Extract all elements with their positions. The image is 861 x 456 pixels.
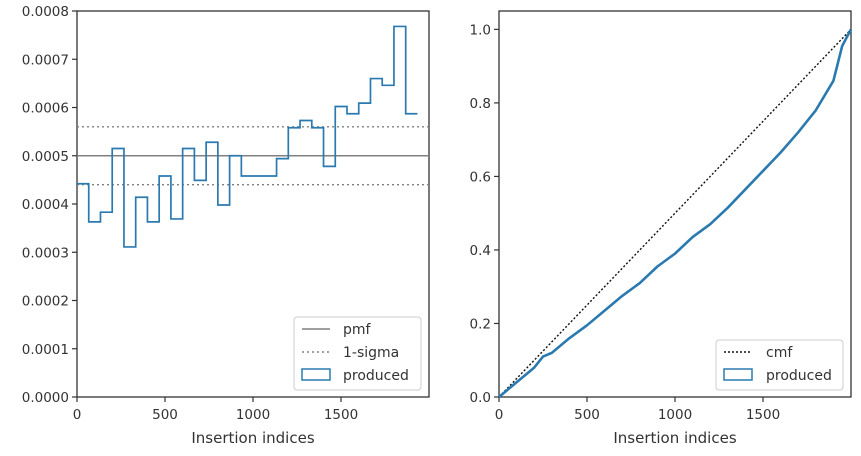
legend-sigma-label: 1-sigma xyxy=(343,345,399,361)
cmf-line xyxy=(498,28,852,398)
right-x-axis-title: Insertion indices xyxy=(613,429,736,447)
produced-cumulative-line xyxy=(498,28,853,398)
y-tick-label: 0.0001 xyxy=(22,342,69,358)
left-legend-box xyxy=(293,316,422,391)
y-tick-label: 0.0006 xyxy=(22,101,69,117)
y-tick-label: 0.0000 xyxy=(22,390,69,406)
legend-cmf-label: cmf xyxy=(766,345,793,361)
y-tick-label: 0.2 xyxy=(470,316,491,332)
right-legend-box xyxy=(715,339,844,391)
y-tick-label: 0.4 xyxy=(470,243,491,259)
x-tick-label: 1000 xyxy=(236,407,270,423)
produced-histogram xyxy=(77,25,418,248)
x-tick-label: 500 xyxy=(152,407,178,423)
left-reference-lines xyxy=(77,126,429,186)
y-tick-label: 0.0005 xyxy=(22,149,69,165)
left-legend: pmf 1-sigma produced xyxy=(293,316,422,391)
y-tick-label: 1.0 xyxy=(470,22,491,38)
y-tick-label: 0.0 xyxy=(470,390,491,406)
y-tick-label: 0.0007 xyxy=(22,52,69,68)
right-plot-frame xyxy=(498,10,852,398)
right-x-axis: 0 500 1000 1500 xyxy=(495,397,780,423)
y-tick-label: 0.8 xyxy=(470,96,491,112)
y-tick-label: 0.0004 xyxy=(22,197,69,213)
x-tick-label: 500 xyxy=(574,407,600,423)
left-panel: 0.0000 0.0001 0.0002 0.0003 0.0004 0.0005 0.00… xyxy=(22,4,430,447)
left-y-axis: 0.0000 0.0001 0.0002 0.0003 0.0004 0.0005 0.00… xyxy=(22,4,77,406)
right-y-axis: 0.0 0.2 0.4 0.6 0.8 1.0 xyxy=(470,22,499,406)
x-tick-label: 1500 xyxy=(324,407,358,423)
legend-produced-swatch xyxy=(301,368,331,381)
x-tick-label: 0 xyxy=(495,407,504,423)
x-tick-label: 1500 xyxy=(746,407,780,423)
y-tick-label: 0.0002 xyxy=(22,294,69,310)
legend-produced-label: produced xyxy=(343,368,409,384)
right-panel: 0.0 0.2 0.4 0.6 0.8 1.0 0 500 1000 1500 Insertio… xyxy=(470,10,853,447)
right-series xyxy=(498,28,853,398)
left-series xyxy=(77,25,418,248)
left-x-axis-title: Insertion indices xyxy=(191,429,314,447)
left-x-axis: 0 500 1000 1500 xyxy=(73,397,358,423)
y-tick-label: 0.6 xyxy=(470,169,491,185)
y-tick-label: 0.0008 xyxy=(22,4,69,20)
y-tick-label: 0.0003 xyxy=(22,245,69,261)
right-legend: cmf produced xyxy=(715,339,844,391)
legend-produced-label-right: produced xyxy=(766,368,832,384)
x-tick-label: 0 xyxy=(73,407,82,423)
x-tick-label: 1000 xyxy=(658,407,692,423)
legend-produced-swatch-right xyxy=(723,368,753,381)
legend-pmf-label: pmf xyxy=(343,322,372,338)
